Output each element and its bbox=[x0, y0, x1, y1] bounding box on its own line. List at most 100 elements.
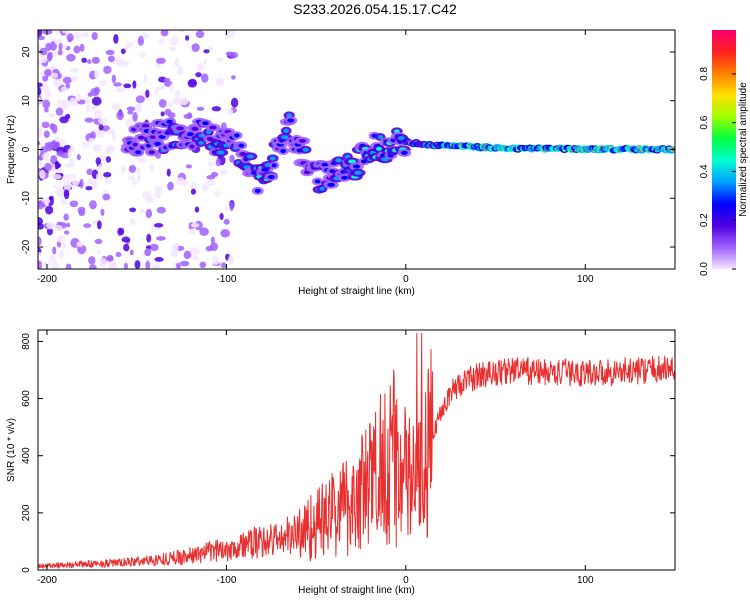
spectrogram-cell bbox=[298, 138, 307, 143]
spectrogram-cell bbox=[126, 106, 136, 112]
spectrogram-cell bbox=[44, 107, 49, 113]
spectrogram-cell bbox=[55, 30, 60, 36]
spectrogram-cell bbox=[91, 96, 102, 106]
spectrogram-cell bbox=[280, 149, 287, 154]
spectrogram-cell bbox=[106, 256, 114, 262]
spectrogram-cell bbox=[94, 109, 101, 116]
spectrogram-cell bbox=[223, 143, 230, 148]
spectrogram-cell bbox=[156, 206, 166, 214]
spectrogram-cell bbox=[115, 251, 122, 258]
spectrogram-cell bbox=[206, 136, 214, 141]
spectrogram-cell bbox=[112, 132, 117, 141]
spectrogram-cell bbox=[116, 87, 126, 93]
spectrogram-cell bbox=[149, 163, 155, 172]
spectrogram-cell bbox=[52, 49, 58, 58]
spectrogram-cell bbox=[192, 255, 200, 261]
spectrogram-cell bbox=[231, 75, 236, 80]
spectrogram-cell bbox=[76, 241, 84, 248]
spectrogram-cell bbox=[179, 260, 190, 267]
colorbar-gradient bbox=[712, 30, 736, 269]
colorbar: 0.0 0.2 0.4 0.6 0.8 Normalized spectral ampli… bbox=[699, 30, 749, 276]
spectrogram-cell bbox=[177, 30, 186, 33]
spectrogram-cell bbox=[123, 243, 130, 252]
y-tick-label: 10 bbox=[21, 95, 32, 107]
spectrogram-cell bbox=[135, 150, 142, 155]
spectrogram-cell bbox=[38, 30, 43, 37]
snr-frame bbox=[37, 329, 676, 571]
spectrogram-cell bbox=[149, 134, 157, 139]
spectrogram-cell bbox=[190, 188, 197, 195]
y-tick-label: 0 bbox=[21, 146, 32, 152]
spectrogram-cell bbox=[51, 124, 58, 134]
spectrogram-cell bbox=[154, 86, 160, 96]
spectrogram-cell bbox=[111, 74, 117, 84]
spectrogram-cell bbox=[95, 172, 103, 181]
spectrogram-cell bbox=[45, 143, 54, 152]
spectrogram-cell bbox=[98, 124, 104, 131]
spectrogram-cell bbox=[212, 255, 220, 266]
spectrogram-cell bbox=[145, 208, 153, 219]
spectrogram-cell bbox=[53, 184, 58, 189]
colorbar-tick-label: 0.2 bbox=[699, 213, 710, 227]
spectrogram-cell bbox=[39, 47, 48, 56]
spectrogram-cell bbox=[174, 57, 180, 68]
spectrogram-cell bbox=[352, 164, 361, 169]
spectrogram-cell bbox=[91, 56, 100, 64]
spectrogram-cell bbox=[145, 89, 150, 98]
spectrogram-cell bbox=[91, 31, 98, 41]
spectrogram-cell bbox=[167, 102, 174, 107]
x-tick-label: 0 bbox=[403, 274, 409, 285]
spectrogram-cell bbox=[136, 172, 141, 183]
spectrogram-cell bbox=[143, 74, 148, 84]
y-axis-label: Frequency (Hz) bbox=[6, 115, 17, 184]
spectrogram-cell bbox=[155, 57, 166, 64]
spectrogram-cell bbox=[112, 102, 120, 111]
spectrogram-cell bbox=[65, 263, 72, 269]
spectrogram-cell bbox=[73, 45, 81, 54]
spectrogram-cell bbox=[211, 106, 222, 112]
spectrogram-cell bbox=[38, 82, 43, 88]
x-tick-label: -100 bbox=[216, 575, 236, 586]
x-tick-label: 100 bbox=[577, 575, 594, 586]
spectrogram-cell bbox=[102, 193, 111, 201]
spectrogram-cell bbox=[61, 242, 67, 249]
spectrogram-cell bbox=[79, 178, 84, 189]
y-tick-label: -10 bbox=[21, 191, 32, 206]
spectrogram-cell bbox=[122, 59, 130, 68]
spectrogram-cell bbox=[144, 248, 152, 257]
spectrogram-cell bbox=[55, 107, 64, 116]
spectrogram-cell bbox=[42, 99, 51, 109]
spectrogram-cell bbox=[54, 40, 61, 45]
spectrogram-cell bbox=[54, 224, 63, 231]
spectrogram-cell bbox=[38, 200, 45, 210]
spectrogram-cell bbox=[126, 42, 134, 47]
spectrogram-cell bbox=[135, 95, 145, 104]
spectrogram-cell bbox=[52, 72, 59, 79]
spectrogram-cell bbox=[38, 35, 46, 41]
spectrogram-cell bbox=[95, 128, 105, 139]
spectrogram-cell bbox=[38, 127, 43, 137]
spectrogram-cell bbox=[217, 57, 224, 62]
spectrogram-cell bbox=[136, 156, 147, 163]
spectrogram-cell bbox=[120, 48, 126, 55]
spectrogram-cell bbox=[44, 205, 54, 215]
spectrogram-cell bbox=[87, 92, 93, 97]
spectrogram-cell bbox=[169, 83, 175, 93]
spectrogram-cell bbox=[178, 179, 189, 186]
spectrogram-cell bbox=[66, 222, 71, 228]
spectrogram-cell bbox=[44, 88, 51, 99]
spectrogram-cell bbox=[319, 186, 325, 191]
spectrogram-cell bbox=[163, 77, 171, 83]
spectrogram-cell bbox=[134, 102, 143, 113]
spectrogram-cell bbox=[166, 168, 171, 177]
spectrogram-cell bbox=[220, 262, 227, 269]
spectrogram-cell bbox=[135, 167, 142, 173]
spectrogram-cell bbox=[48, 254, 57, 264]
spectrogram-cell bbox=[105, 178, 113, 185]
spectrogram-cell bbox=[168, 46, 177, 52]
colorbar-tick-label: 0.6 bbox=[699, 115, 710, 129]
spectrogram-cell bbox=[97, 162, 103, 172]
spectrogram-cell bbox=[41, 121, 50, 129]
x-axis-label: Height of straight line (km) bbox=[298, 286, 415, 297]
